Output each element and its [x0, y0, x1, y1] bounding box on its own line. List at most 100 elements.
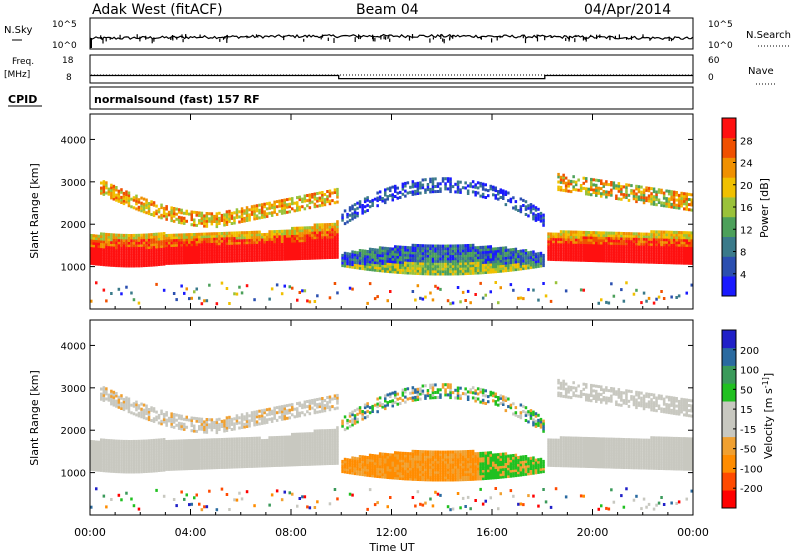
- nsearch-point: [429, 38, 430, 42]
- day-scatter-power: [490, 255, 493, 258]
- day-scatter-power: [434, 270, 437, 273]
- ground-band-power: [623, 232, 626, 235]
- ground-band-power: [125, 254, 128, 257]
- upper-day-scatter-power: [399, 191, 402, 194]
- upper-day-scatter-power: [394, 187, 397, 190]
- nsearch-point: [355, 37, 356, 42]
- upper-arc-power: [115, 186, 118, 189]
- ground-band-power: [143, 244, 146, 247]
- ground-band-power: [296, 250, 299, 253]
- day-scatter-power: [452, 250, 455, 253]
- ground-band-power: [253, 249, 256, 252]
- ground-band-velocity: [120, 463, 123, 466]
- upper-arc-velocity: [110, 395, 113, 398]
- ground-band-power: [178, 262, 181, 265]
- upper-arc-velocity: [236, 419, 239, 422]
- ground-band-power: [572, 236, 575, 239]
- upper-arc-velocity: [175, 419, 178, 422]
- upper-arc-power: [216, 225, 219, 228]
- upper-arc-late-power: [610, 181, 613, 184]
- ground-band-power: [635, 240, 638, 243]
- day-scatter-power: [397, 251, 400, 254]
- upper-day-scatter-power: [369, 205, 372, 208]
- near-range-noise-power: [605, 301, 608, 304]
- near-range-noise-power: [253, 298, 256, 301]
- ground-band-power: [175, 239, 178, 242]
- ground-band-power: [658, 243, 661, 246]
- ground-band-power: [686, 231, 689, 234]
- day-scatter-power: [409, 267, 412, 270]
- y-tick-label: 4000: [61, 135, 86, 146]
- ground-band-velocity: [208, 464, 211, 467]
- upper-day-scatter-power: [500, 196, 503, 199]
- ground-band-velocity: [95, 469, 98, 472]
- upper-arc-late-power: [670, 203, 673, 206]
- ground-band-power: [319, 254, 322, 257]
- upper-day-scatter-power: [495, 194, 498, 197]
- day-scatter-power: [485, 256, 488, 259]
- day-scatter-power: [457, 257, 460, 260]
- upper-arc-power: [246, 214, 249, 217]
- upper-arc-late-power: [577, 189, 580, 192]
- nsearch-point: [139, 37, 140, 42]
- ground-band-power: [148, 236, 151, 239]
- ground-band-velocity: [186, 465, 189, 468]
- ground-band-power: [593, 244, 596, 247]
- ground-band-power: [309, 234, 312, 237]
- ground-band-power: [650, 238, 653, 241]
- upper-arc-power: [173, 220, 176, 223]
- upper-arc-power: [324, 193, 327, 196]
- day-scatter-power: [442, 268, 445, 271]
- ground-band-velocity: [123, 453, 126, 456]
- ground-band-power: [150, 233, 153, 236]
- ground-band-power: [150, 254, 153, 257]
- upper-arc-power: [213, 220, 216, 223]
- ground-band-power: [208, 240, 211, 243]
- day-scatter-power: [444, 268, 447, 271]
- ground-band-power: [628, 235, 631, 238]
- ground-band-power: [198, 256, 201, 259]
- near-range-noise-velocity: [201, 508, 204, 511]
- ground-band-velocity: [193, 452, 196, 455]
- ground-band-power: [155, 263, 158, 266]
- ground-band-power: [655, 243, 658, 246]
- ground-band-power: [118, 239, 121, 242]
- ground-band-power: [98, 250, 101, 253]
- day-scatter-power: [397, 268, 400, 271]
- day-scatter-power: [422, 244, 425, 247]
- upper-arc-late-power: [688, 193, 691, 196]
- upper-arc-velocity: [233, 422, 236, 425]
- upper-day-scatter-power: [359, 200, 362, 203]
- ground-band-power: [688, 259, 691, 262]
- ground-band-power: [110, 259, 113, 262]
- ground-band-power: [158, 261, 161, 264]
- ground-band-power: [577, 251, 580, 254]
- ground-band-power: [668, 256, 671, 259]
- ground-band-power: [211, 248, 214, 251]
- ground-band-power: [598, 231, 601, 234]
- upper-arc-power: [266, 202, 269, 205]
- ground-band-power: [613, 232, 616, 235]
- ground-band-power: [118, 234, 121, 237]
- nsearch-point: [106, 38, 107, 41]
- upper-arc-power: [334, 201, 337, 204]
- upper-arc-power: [123, 192, 126, 195]
- upper-arc-velocity: [206, 426, 209, 429]
- ground-band-power: [605, 232, 608, 235]
- ground-band-power: [557, 248, 560, 251]
- ground-band-power: [258, 259, 261, 262]
- ground-band-power: [155, 253, 158, 256]
- upper-day-scatter-power: [500, 188, 503, 191]
- ground-band-power: [140, 236, 143, 239]
- upper-arc-velocity: [173, 416, 176, 419]
- day-scatter-power: [482, 264, 485, 267]
- upper-arc-velocity: [115, 392, 118, 395]
- ground-band-velocity: [198, 444, 201, 447]
- near-range-noise-power: [304, 289, 307, 292]
- upper-arc-velocity: [216, 426, 219, 429]
- ground-band-power: [243, 231, 246, 234]
- day-scatter-power: [520, 250, 523, 253]
- nsearch-point: [303, 39, 304, 42]
- ground-band-power: [105, 246, 108, 249]
- upper-arc-power: [253, 205, 256, 208]
